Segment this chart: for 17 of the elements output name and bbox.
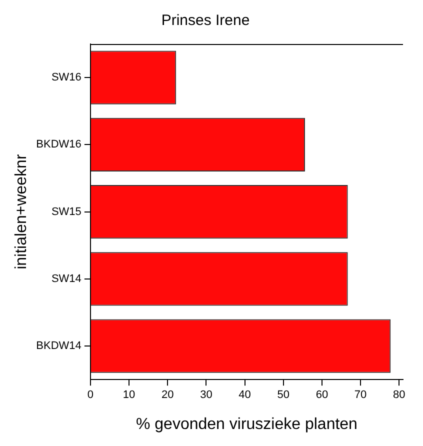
x-tick-label: 60: [316, 389, 328, 402]
y-axis-title: initialen+weeknr: [13, 154, 30, 270]
x-tick-label: 80: [393, 389, 406, 402]
y-tick-label: SW15: [51, 206, 82, 218]
x-tick-label: 20: [161, 389, 174, 402]
chart-title: Prinses Irene: [161, 12, 250, 30]
x-tick-label: 70: [354, 389, 367, 402]
y-tick-label: BKDW14: [36, 340, 82, 352]
x-tick-label: 30: [200, 389, 212, 402]
x-tick-label: 10: [122, 389, 136, 402]
x-tick-label: 0: [87, 389, 94, 402]
y-tick-label: BKDW16: [36, 138, 82, 151]
x-axis-title: % gevonden viruszieke planten: [136, 416, 358, 433]
y-tick-label: SW16: [51, 72, 82, 84]
x-tick-label: 50: [277, 389, 290, 402]
x-tick-label: 40: [238, 389, 251, 402]
y-tick-label: SW14: [51, 272, 82, 285]
